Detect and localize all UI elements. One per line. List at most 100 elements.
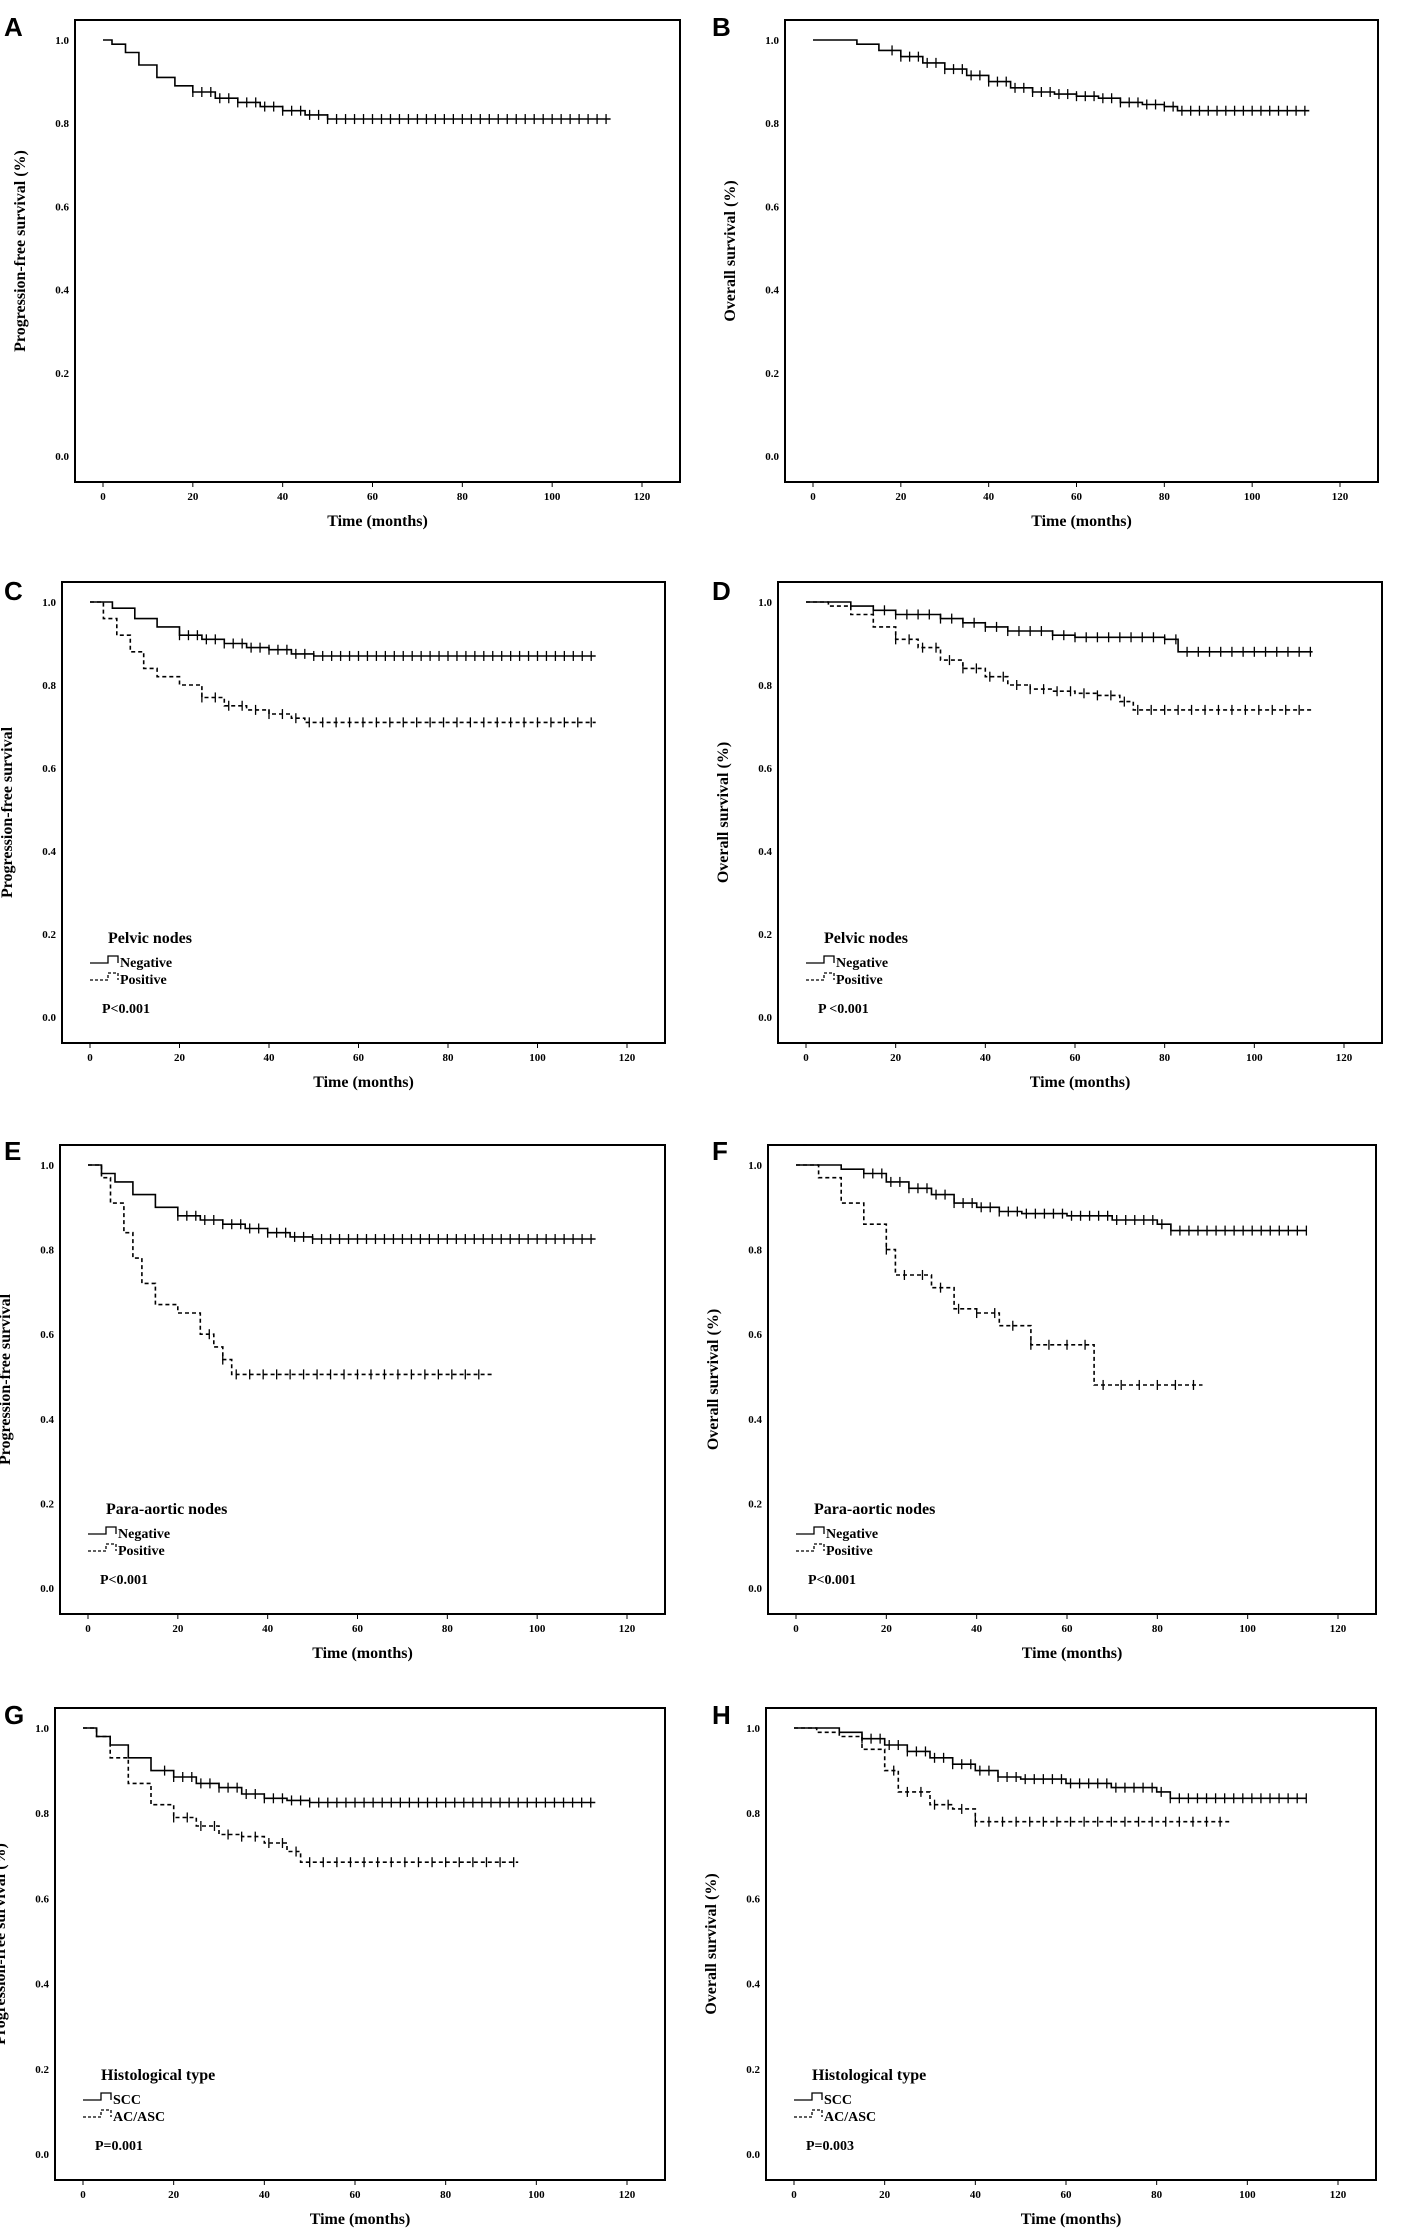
x-tick-label: 80 bbox=[1159, 1052, 1171, 1064]
x-tick-label: 0 bbox=[803, 1052, 809, 1064]
km-curve-negative bbox=[88, 1164, 596, 1240]
legend-swatch-positive bbox=[90, 972, 119, 981]
plot-frame bbox=[765, 1707, 1377, 2181]
x-tick-label: 120 bbox=[1332, 491, 1349, 503]
legend-swatch-ac-asc bbox=[794, 2109, 823, 2118]
legend-title: Pelvic nodes bbox=[108, 930, 192, 947]
p-value: P <0.001 bbox=[818, 1002, 869, 1017]
km-series-positive bbox=[90, 601, 596, 728]
y-tick-label: 0.2 bbox=[765, 368, 779, 380]
legend: Histological type SCC AC/ASC P=0.001 bbox=[83, 2067, 215, 2154]
p-value: P=0.001 bbox=[95, 2139, 143, 2154]
legend: Para-aortic nodes Negative Positive P<0.001 bbox=[88, 1501, 227, 1588]
y-tick-label: 0.0 bbox=[746, 2149, 760, 2161]
y-tick-label: 0.4 bbox=[42, 846, 56, 858]
x-tick-label: 80 bbox=[1151, 2189, 1163, 2201]
x-tick-label: 20 bbox=[895, 491, 907, 503]
y-tick-label: 0.4 bbox=[35, 1979, 49, 1991]
y-tick-label: 0.4 bbox=[40, 1414, 54, 1426]
km-curve-positive bbox=[88, 1164, 493, 1376]
km-curve-negative bbox=[90, 601, 596, 657]
x-tick-label: 60 bbox=[1062, 1623, 1074, 1635]
x-tick-label: 40 bbox=[983, 491, 995, 503]
legend: Para-aortic nodes Negative Positive P<0.001 bbox=[796, 1501, 935, 1588]
x-tick-label: 100 bbox=[1244, 491, 1261, 503]
legend-label: Negative bbox=[826, 1527, 878, 1542]
y-tick-label: 0.8 bbox=[55, 118, 69, 130]
km-curve-all-patients bbox=[103, 39, 611, 120]
x-tick-label: 40 bbox=[980, 1052, 992, 1064]
km-series-ac-asc bbox=[794, 1727, 1230, 1827]
y-tick-label: 0.6 bbox=[746, 1893, 760, 1905]
km-series-negative bbox=[90, 601, 596, 661]
x-tick-label: 20 bbox=[890, 1052, 902, 1064]
legend-label: AC/ASC bbox=[824, 2110, 876, 2125]
x-axis-title: Time (months) bbox=[310, 2211, 411, 2228]
x-tick-label: 0 bbox=[85, 1623, 91, 1635]
legend-title: Pelvic nodes bbox=[824, 930, 908, 947]
x-tick-label: 120 bbox=[1330, 2189, 1347, 2201]
p-value: P=0.003 bbox=[806, 2139, 854, 2154]
y-tick-label: 0.8 bbox=[758, 680, 772, 692]
legend-swatch-positive bbox=[88, 1543, 117, 1552]
panel-letter: G bbox=[4, 1700, 24, 1730]
y-tick-label: 1.0 bbox=[55, 35, 69, 47]
legend-swatch-positive bbox=[806, 972, 835, 981]
y-tick-label: 0.8 bbox=[765, 118, 779, 130]
km-series-scc bbox=[794, 1727, 1307, 1804]
y-tick-label: 1.0 bbox=[40, 1160, 54, 1172]
panel-f: F 0.0 0.2 0.4 0.6 0.8 1.0 0 20 40 60 80 100 120 Time (… bbox=[705, 1136, 1377, 1662]
legend-swatch-negative bbox=[88, 1526, 117, 1535]
x-tick-label: 120 bbox=[1330, 1623, 1347, 1635]
x-tick-label: 20 bbox=[172, 1623, 184, 1635]
x-axis-title: Time (months) bbox=[313, 1074, 414, 1091]
plot-frame bbox=[59, 1144, 666, 1615]
km-curve-scc bbox=[83, 1727, 596, 1804]
x-tick-label: 60 bbox=[1061, 2189, 1073, 2201]
x-tick-label: 60 bbox=[350, 2189, 362, 2201]
y-axis-title: Progression-free survival (%) bbox=[12, 150, 29, 352]
x-tick-label: 80 bbox=[1159, 491, 1171, 503]
y-axis-title: Progression-free survival bbox=[0, 1293, 14, 1465]
plot-frame bbox=[74, 19, 681, 483]
y-tick-label: 0.8 bbox=[40, 1245, 54, 1257]
y-tick-label: 1.0 bbox=[765, 35, 779, 47]
panel-b: B 0.0 0.2 0.4 0.6 0.8 1.0 0 20 40 60 80 100 120 Time (… bbox=[712, 12, 1379, 530]
y-tick-label: 0.6 bbox=[42, 763, 56, 775]
x-tick-label: 100 bbox=[529, 1623, 546, 1635]
legend-swatch-ac-asc bbox=[83, 2109, 112, 2118]
km-series-scc bbox=[83, 1727, 596, 1808]
x-tick-label: 120 bbox=[619, 1623, 636, 1635]
y-tick-label: 0.4 bbox=[748, 1414, 762, 1426]
x-tick-label: 100 bbox=[1239, 1623, 1256, 1635]
x-tick-label: 20 bbox=[881, 1623, 893, 1635]
y-axis-title: Progression-free survival bbox=[0, 726, 16, 898]
x-tick-label: 120 bbox=[619, 2189, 636, 2201]
plot-frame bbox=[767, 1144, 1377, 1615]
y-axis-title: Overall survival (%) bbox=[705, 1309, 722, 1450]
x-tick-label: 0 bbox=[87, 1052, 93, 1064]
legend-swatch-positive bbox=[796, 1543, 825, 1552]
x-tick-label: 120 bbox=[634, 491, 651, 503]
x-tick-label: 20 bbox=[879, 2189, 891, 2201]
km-series-positive bbox=[806, 601, 1313, 715]
x-tick-label: 100 bbox=[544, 491, 561, 503]
legend: Histological type SCC AC/ASC P=0.003 bbox=[794, 2067, 926, 2154]
legend-label: SCC bbox=[824, 2093, 852, 2108]
x-tick-label: 40 bbox=[259, 2189, 271, 2201]
y-tick-label: 0.6 bbox=[748, 1329, 762, 1341]
legend-label: Negative bbox=[836, 956, 888, 971]
y-tick-label: 0.2 bbox=[35, 2064, 49, 2076]
y-axis-title: Overall survival (%) bbox=[703, 1873, 720, 2014]
x-tick-label: 100 bbox=[1239, 2189, 1256, 2201]
x-axis-title: Time (months) bbox=[1030, 1074, 1131, 1091]
panel-c: C 0.0 0.2 0.4 0.6 0.8 1.0 0 20 40 60 80 100 120 Time (… bbox=[0, 576, 666, 1091]
km-series-ac-asc bbox=[83, 1727, 519, 1868]
x-tick-label: 60 bbox=[353, 1052, 365, 1064]
km-curve-positive bbox=[796, 1164, 1203, 1386]
legend-label: Negative bbox=[118, 1527, 170, 1542]
km-series-all-patients bbox=[103, 39, 611, 125]
y-tick-label: 0.2 bbox=[55, 368, 69, 380]
y-tick-label: 0.0 bbox=[42, 1012, 56, 1024]
y-tick-label: 0.0 bbox=[55, 451, 69, 463]
